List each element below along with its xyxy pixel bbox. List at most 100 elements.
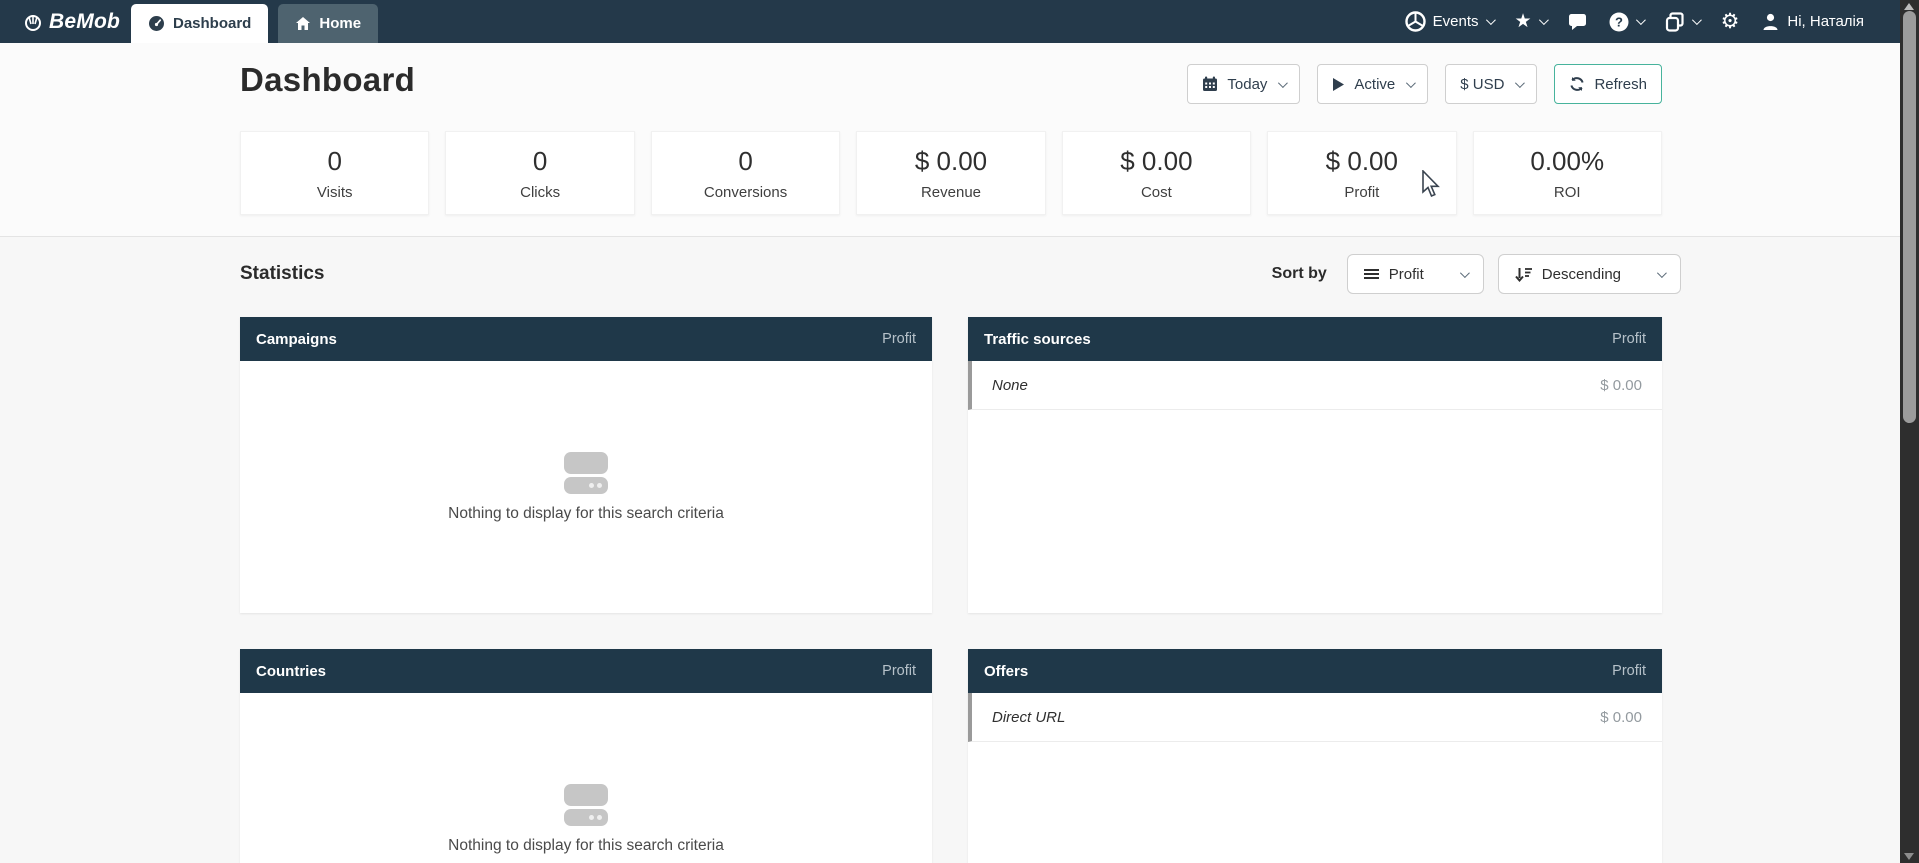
kpi-label: ROI <box>1553 183 1581 201</box>
chevron-down-icon <box>1656 267 1667 278</box>
kpi-value: 0 <box>327 145 342 176</box>
kpi-label: Clicks <box>520 183 561 201</box>
bemob-logo-icon <box>25 14 41 31</box>
workspaces-menu[interactable] <box>1665 11 1702 32</box>
statistics-heading: Statistics <box>240 263 325 284</box>
chevron-down-icon <box>1278 77 1289 88</box>
tab-home-label: Home <box>319 15 362 32</box>
row-name: None <box>992 376 1028 394</box>
row-value: $ 0.00 <box>1600 376 1642 394</box>
status-filter-button[interactable]: Active <box>1317 64 1429 104</box>
chevron-down-icon <box>1635 15 1646 26</box>
top-navigation-bar: BeMob Dashboard Home <box>0 0 1900 43</box>
gauge-icon <box>149 16 164 31</box>
favorites-menu[interactable]: ★ <box>1514 11 1549 32</box>
empty-database-icon <box>564 451 608 494</box>
panel-offers-header: Offers Profit <box>968 649 1662 693</box>
refresh-button[interactable]: Refresh <box>1554 64 1662 104</box>
user-menu[interactable]: Hi, Наталія <box>1761 12 1864 31</box>
row-value: $ 0.00 <box>1600 708 1642 726</box>
panel-metric-label: Profit <box>1612 663 1646 679</box>
statistics-panels-grid: Campaigns Profit Nothing to display for … <box>240 317 1662 863</box>
kpi-card-revenue: $ 0.00 Revenue <box>856 131 1046 215</box>
gear-icon: ⚙ <box>1720 10 1740 33</box>
tab-dashboard[interactable]: Dashboard <box>131 4 269 43</box>
empty-database-icon <box>564 783 608 826</box>
kpi-value: 0.00% <box>1530 145 1605 176</box>
panel-title: Traffic sources <box>984 330 1091 348</box>
bemob-logo[interactable]: BeMob <box>22 0 120 43</box>
events-label: Events <box>1432 13 1479 30</box>
empty-state-text: Nothing to display for this search crite… <box>448 836 724 854</box>
currency-label: $ USD <box>1460 75 1505 93</box>
sort-field-select[interactable]: Profit <box>1346 254 1484 294</box>
help-menu[interactable]: ? <box>1609 12 1646 32</box>
row-name: Direct URL <box>992 708 1066 726</box>
sort-order-select[interactable]: Descending <box>1497 254 1681 294</box>
tab-dashboard-label: Dashboard <box>173 15 252 32</box>
kpi-cards-row: 0 Visits 0 Clicks 0 Conversions $ 0.00 R… <box>240 131 1662 215</box>
chevron-down-icon <box>1485 15 1496 26</box>
scroll-down-arrow[interactable] <box>1904 853 1914 860</box>
panel-title: Offers <box>984 662 1029 680</box>
logo-text: BeMob <box>49 9 120 33</box>
play-icon <box>1333 77 1345 91</box>
panel-countries: Countries Profit Nothing to display for … <box>240 649 932 863</box>
date-range-label: Today <box>1227 75 1268 93</box>
refresh-icon <box>1570 77 1585 91</box>
panel-campaigns-header: Campaigns Profit <box>240 317 932 361</box>
user-icon <box>1763 13 1778 30</box>
svg-text:?: ? <box>1615 14 1623 29</box>
kpi-card-cost: $ 0.00 Cost <box>1061 131 1252 215</box>
chevron-down-icon <box>1691 15 1702 26</box>
page-title: Dashboard <box>240 61 416 98</box>
kpi-label: Cost <box>1140 183 1172 201</box>
kpi-value: $ 0.00 <box>1325 145 1398 176</box>
scrollbar-thumb[interactable] <box>1903 11 1916 423</box>
sort-order-value: Descending <box>1541 265 1621 283</box>
empty-state-text: Nothing to display for this search crite… <box>448 504 724 522</box>
sort-descending-icon <box>1515 267 1532 282</box>
kpi-label: Visits <box>316 183 353 201</box>
panel-metric-label: Profit <box>882 331 916 347</box>
currency-button[interactable]: $ USD <box>1445 64 1538 104</box>
kpi-value: 0 <box>532 145 548 176</box>
events-menu[interactable]: Events <box>1404 11 1496 32</box>
panel-metric-label: Profit <box>1612 331 1646 347</box>
empty-state: Nothing to display for this search crite… <box>240 361 932 613</box>
table-row[interactable]: Direct URL $ 0.00 <box>968 693 1662 742</box>
user-greeting: Hi, Наталія <box>1787 13 1864 30</box>
kpi-card-visits: 0 Visits <box>240 131 430 215</box>
chat-bubble-icon <box>1568 14 1586 30</box>
sort-by-label: Sort by <box>1271 265 1327 282</box>
refresh-label: Refresh <box>1594 75 1647 93</box>
dashboard-toolbar: Today Active $ USD <box>1187 64 1662 104</box>
star-icon: ★ <box>1514 11 1532 32</box>
scroll-up-arrow[interactable] <box>1904 3 1914 10</box>
kpi-label: Profit <box>1344 183 1380 201</box>
status-filter-label: Active <box>1354 75 1396 93</box>
kpi-label: Revenue <box>920 183 981 201</box>
chevron-down-icon <box>1459 267 1470 278</box>
date-range-button[interactable]: Today <box>1187 64 1301 104</box>
dashboard-header-section: Dashboard Today Active $ U <box>0 43 1900 237</box>
tab-home[interactable]: Home <box>278 4 379 43</box>
kpi-card-roi: 0.00% ROI <box>1472 131 1662 215</box>
table-row[interactable]: None $ 0.00 <box>968 361 1662 410</box>
kpi-card-conversions: 0 Conversions <box>650 131 841 215</box>
calendar-icon <box>1203 76 1218 91</box>
chevron-down-icon <box>1406 77 1417 88</box>
feedback-button[interactable] <box>1568 12 1587 31</box>
panel-traffic-sources-header: Traffic sources Profit <box>968 317 1662 361</box>
settings-button[interactable]: ⚙ <box>1721 11 1740 32</box>
vertical-scrollbar[interactable] <box>1900 0 1919 863</box>
kpi-card-profit: $ 0.00 Profit <box>1267 131 1457 215</box>
chevron-down-icon <box>1538 15 1549 26</box>
menu-lines-icon <box>1363 269 1379 279</box>
nav-tabs: Dashboard Home <box>131 4 379 43</box>
home-icon <box>296 17 311 30</box>
panel-campaigns: Campaigns Profit Nothing to display for … <box>240 317 932 613</box>
topbar-right-cluster: Events ★ ? <box>1404 0 1864 43</box>
panel-title: Countries <box>256 662 327 680</box>
